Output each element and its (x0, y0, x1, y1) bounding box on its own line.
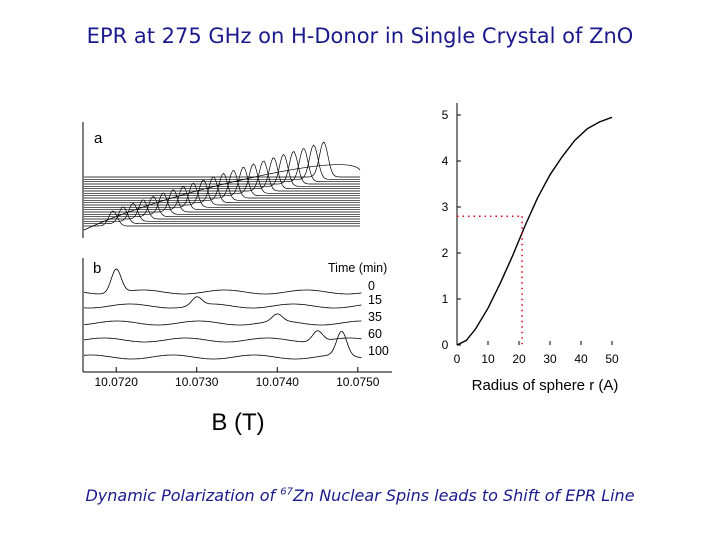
spectrum-line (84, 170, 360, 199)
series-line (83, 330, 362, 343)
legend-entry: 35 (368, 310, 382, 324)
spectrum-line (84, 199, 360, 220)
series-line (83, 330, 362, 360)
caption-superscript: 67 (280, 486, 293, 498)
panel-b-label: b (93, 260, 101, 277)
x-tick-label: 10.0740 (256, 375, 300, 389)
caption-suffix: Zn Nuclear Spins leads to Shift of EPR L… (293, 486, 635, 505)
series-line (83, 296, 362, 309)
spectrum-line (84, 160, 360, 192)
spectrum-line (84, 185, 360, 211)
spectrum-line (84, 157, 360, 190)
panel-radius: 0 10 20 30 40 50 0 1 2 3 4 5 Radius of sphere r (A) (442, 103, 619, 394)
r-y-tick-label: 3 (442, 200, 449, 214)
legend-entry: 60 (368, 327, 382, 341)
spectrum-line (84, 189, 360, 213)
caption-prefix: Dynamic Polarization of (85, 486, 281, 505)
legend-entry: 0 (368, 279, 375, 293)
spectrum-line (84, 166, 360, 197)
caption: Dynamic Polarization of 67Zn Nuclear Spi… (0, 486, 720, 505)
spectrum-line (84, 144, 360, 180)
spectrum-line (84, 210, 360, 227)
x-tick-label: 10.0750 (336, 375, 380, 389)
spectrum-line (84, 148, 360, 183)
spectrum-line (84, 192, 360, 215)
r-x-tick-label: 0 (454, 352, 461, 366)
r-x-tick-label: 40 (574, 352, 588, 366)
spectrum-line (84, 163, 360, 194)
spectrum-line (84, 176, 360, 204)
spectrum-line (84, 151, 360, 185)
spectrum-line (84, 182, 360, 208)
page-title: EPR at 275 GHz on H-Donor in Single Crys… (86, 24, 634, 48)
r-x-tick-label: 50 (605, 352, 619, 366)
r-y-tick-label: 0 (442, 338, 449, 352)
legend-entry: 15 (368, 293, 382, 307)
legend-entry: 100 (368, 344, 389, 358)
radius-curve (456, 116, 613, 346)
series-line (83, 268, 362, 295)
drift-curve (83, 164, 361, 231)
r-y-tick-label: 1 (442, 292, 449, 306)
r-y-tick-label: 2 (442, 246, 449, 260)
spectrum-line (84, 153, 360, 187)
panel-a: a (82, 122, 361, 238)
x-axis-label-b: B (T) (211, 409, 264, 436)
r-x-tick-label: 20 (512, 352, 526, 366)
radius-x-label: Radius of sphere r (A) (472, 377, 619, 394)
x-tick-label: 10.0730 (175, 375, 219, 389)
r-y-tick-label: 5 (442, 108, 449, 122)
spectrum-line (84, 179, 360, 206)
r-x-tick-label: 30 (543, 352, 557, 366)
r-x-tick-label: 10 (481, 352, 495, 366)
spectrum-line (84, 172, 360, 201)
series-line (83, 313, 362, 326)
panel-b: b Time (min) 015 35 60 100 10.0720 10.0730 10… (82, 258, 392, 436)
x-tick-label: 10.0720 (95, 375, 139, 389)
spectrum-line (84, 195, 360, 218)
r-y-tick-label: 4 (442, 154, 449, 168)
panel-a-label: a (94, 130, 103, 147)
spectrum-line (84, 141, 360, 178)
legend-title: Time (min) (328, 261, 387, 275)
